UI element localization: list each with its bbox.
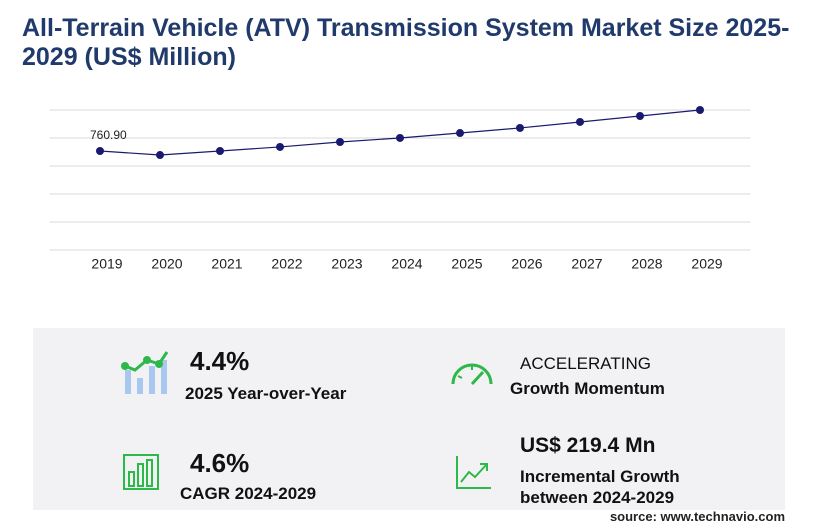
x-tick-label: 2029 bbox=[691, 256, 722, 272]
line bbox=[99, 109, 701, 156]
x-tick-label: 2024 bbox=[391, 256, 422, 272]
cagr-value: 4.6% bbox=[190, 448, 250, 478]
x-tick-label: 2023 bbox=[331, 256, 362, 272]
x-tick-label: 2021 bbox=[211, 256, 242, 272]
chart: 2019 2020 2021 2022 2023 2024 2025 2026 2027 2028… bbox=[50, 106, 750, 272]
point bbox=[396, 133, 404, 142]
cagr-label: CAGR 2024-2029 bbox=[180, 484, 317, 503]
yoy-value: 4.4% bbox=[190, 346, 250, 376]
x-tick-label: 2027 bbox=[571, 256, 602, 272]
yoy-label: 2025 Year-over-Year bbox=[185, 384, 347, 403]
x-tick-label: 2025 bbox=[451, 256, 482, 272]
momentum-label: Growth Momentum bbox=[510, 379, 665, 398]
bar-icon bbox=[123, 454, 159, 490]
source: source: www.technavio.com bbox=[609, 509, 785, 524]
incremental-label: Incremental Growth between 2024-2029 bbox=[520, 467, 680, 507]
data-label: 760.90 bbox=[90, 128, 127, 142]
point bbox=[96, 146, 104, 155]
point bbox=[576, 117, 584, 126]
point bbox=[336, 138, 344, 147]
x-tick-label: 2020 bbox=[151, 256, 182, 272]
point bbox=[636, 111, 644, 120]
chart-title: All-Terrain Vehicle (ATV) Transmission S… bbox=[22, 14, 790, 71]
x-tick-label: 2026 bbox=[511, 256, 542, 272]
trend-icon bbox=[456, 456, 491, 489]
growth-icon bbox=[121, 351, 169, 394]
gauge-icon bbox=[451, 363, 493, 386]
point bbox=[516, 123, 524, 132]
momentum-value: ACCELERATING bbox=[520, 354, 651, 373]
x-tick-label: 2019 bbox=[91, 256, 122, 272]
point bbox=[456, 129, 464, 138]
incremental-value: US$ 219.4 Mn bbox=[520, 434, 656, 457]
point bbox=[156, 151, 164, 160]
point bbox=[216, 146, 224, 155]
point bbox=[696, 106, 704, 114]
x-tick-label: 2028 bbox=[631, 256, 662, 272]
x-tick-label: 2022 bbox=[271, 256, 302, 272]
point bbox=[276, 142, 284, 151]
kpi-panel: 4.4% 2025 Year-over-Year ACCELERATING Gr… bbox=[33, 328, 785, 510]
